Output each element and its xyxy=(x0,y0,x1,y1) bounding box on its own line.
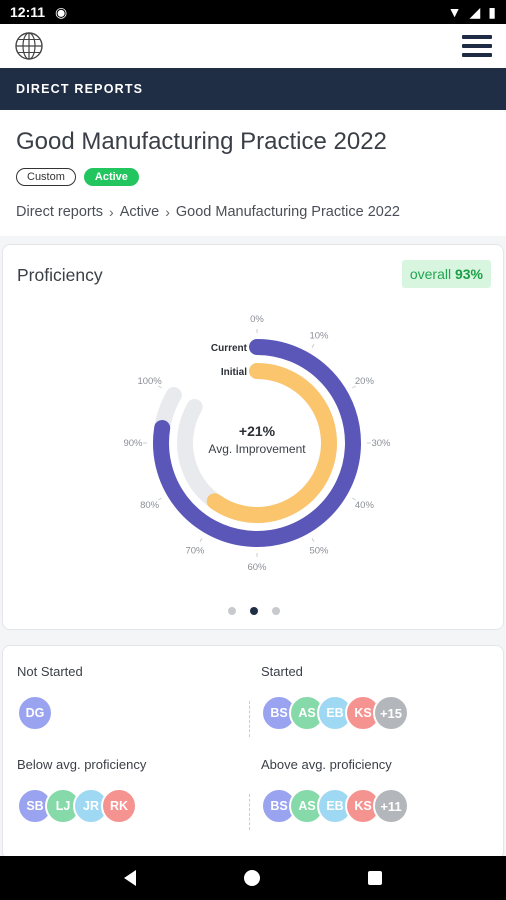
group-above-avg[interactable]: Above avg. proficiency BS AS EB KS +11 xyxy=(261,757,491,824)
custom-badge: Custom xyxy=(16,168,76,186)
breadcrumb-separator: › xyxy=(109,204,114,220)
overall-badge: overall 93% xyxy=(401,260,491,288)
tick-mark xyxy=(311,344,315,348)
tick-mark xyxy=(352,385,356,389)
group-label: Above avg. proficiency xyxy=(261,757,392,772)
wifi-icon: ▼ xyxy=(447,4,462,20)
tick-label: 60% xyxy=(247,562,267,573)
battery-icon: ▮ xyxy=(488,3,496,20)
page-title: Good Manufacturing Practice 2022 xyxy=(16,128,387,155)
bar-initial xyxy=(206,363,337,523)
series-label-initial: Initial xyxy=(221,367,247,378)
breadcrumb-direct-reports[interactable]: Direct reports xyxy=(16,204,104,220)
tick-label: 90% xyxy=(123,438,143,449)
home-icon[interactable] xyxy=(244,870,260,886)
avatar-stack[interactable]: DG xyxy=(17,695,247,731)
proficiency-title: Proficiency xyxy=(17,265,103,285)
divider xyxy=(249,701,250,737)
improvement-label: Avg. Improvement xyxy=(208,442,306,456)
divider xyxy=(249,794,250,830)
tick-mark xyxy=(311,538,315,542)
title-block: Good Manufacturing Practice 2022 Custom … xyxy=(0,110,506,236)
status-bar: 12:11 ◉ ▼ ◢ ▮ xyxy=(0,0,506,24)
app-bar xyxy=(0,24,506,68)
group-below-avg[interactable]: Below avg. proficiency SB LJ JR RK xyxy=(17,757,247,824)
tick-label: 20% xyxy=(355,376,375,387)
breadcrumb: Direct reports › Active › Good Manufactu… xyxy=(16,204,490,220)
tick-label: 100% xyxy=(137,376,162,387)
bar-current xyxy=(153,339,361,547)
group-label: Not Started xyxy=(17,664,83,679)
carousel-dot[interactable] xyxy=(272,607,280,615)
globe-icon[interactable] xyxy=(14,31,44,61)
overall-value: 93% xyxy=(454,266,483,282)
system-nav-bar xyxy=(0,856,506,900)
status-time: 12:11 xyxy=(10,4,46,20)
group-started[interactable]: Started BS AS EB KS +15 xyxy=(261,664,491,731)
tick-label: 80% xyxy=(140,500,160,511)
active-badge: Active xyxy=(83,168,139,186)
avatar[interactable]: DG xyxy=(17,695,53,731)
proficiency-chart[interactable]: Current Initial 0% 10% 20% 30% 40% 50% 60% 70% 80%… xyxy=(3,289,505,589)
tick-label: 50% xyxy=(309,545,329,556)
overall-label: overall xyxy=(409,266,452,282)
tick-label: 0% xyxy=(250,314,264,325)
tick-label: 40% xyxy=(355,500,375,511)
group-label: Started xyxy=(261,664,303,679)
back-icon[interactable] xyxy=(124,870,136,886)
signal-icon: ◢ xyxy=(469,3,481,20)
notification-icon: ◉ xyxy=(55,3,68,20)
breadcrumb-current: Good Manufacturing Practice 2022 xyxy=(175,204,400,220)
tick-mark xyxy=(158,385,162,389)
carousel-dot[interactable] xyxy=(228,607,236,615)
group-not-started[interactable]: Not Started DG xyxy=(17,664,247,731)
section-header: DIRECT REPORTS xyxy=(0,68,506,110)
tick-mark xyxy=(352,497,356,501)
avatar-stack[interactable]: BS AS EB KS +11 xyxy=(261,788,491,824)
avatar-stack[interactable]: SB LJ JR RK xyxy=(17,788,247,824)
tick-label: 70% xyxy=(185,545,205,556)
improvement-value: +21% xyxy=(239,423,276,439)
proficiency-card: Proficiency overall 93% Current Initial 0%… xyxy=(2,244,504,630)
more-avatars-count[interactable]: +11 xyxy=(373,788,409,824)
recents-icon[interactable] xyxy=(368,871,382,885)
avatar-stack[interactable]: BS AS EB KS +15 xyxy=(261,695,491,731)
more-avatars-count[interactable]: +15 xyxy=(373,695,409,731)
tick-label: 30% xyxy=(371,438,391,449)
menu-icon[interactable] xyxy=(462,35,492,57)
groups-card: Not Started DG Started BS AS EB KS +15 Below… xyxy=(2,645,504,860)
avatar[interactable]: RK xyxy=(101,788,137,824)
tick-label: 10% xyxy=(309,331,329,342)
series-label-current: Current xyxy=(211,343,248,354)
tick-mark xyxy=(199,538,203,542)
breadcrumb-separator: › xyxy=(165,204,170,220)
carousel-dots xyxy=(3,607,505,615)
carousel-dot-active[interactable] xyxy=(250,607,258,615)
group-label: Below avg. proficiency xyxy=(17,757,147,772)
tick-mark xyxy=(158,497,162,501)
breadcrumb-active[interactable]: Active xyxy=(119,204,160,220)
